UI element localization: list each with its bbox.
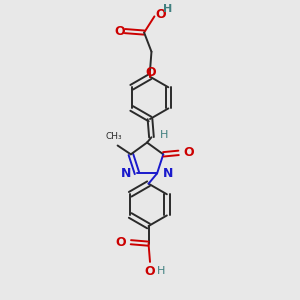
Text: N: N — [162, 167, 173, 180]
Text: O: O — [144, 266, 155, 278]
Text: H: H — [163, 4, 172, 14]
Text: H: H — [160, 130, 168, 140]
Text: CH₃: CH₃ — [106, 132, 122, 141]
Text: O: O — [155, 8, 166, 21]
Text: O: O — [145, 66, 156, 79]
Text: H: H — [158, 266, 166, 276]
Text: O: O — [115, 236, 126, 249]
Text: O: O — [115, 25, 125, 38]
Text: N: N — [122, 167, 132, 180]
Text: O: O — [184, 146, 194, 159]
